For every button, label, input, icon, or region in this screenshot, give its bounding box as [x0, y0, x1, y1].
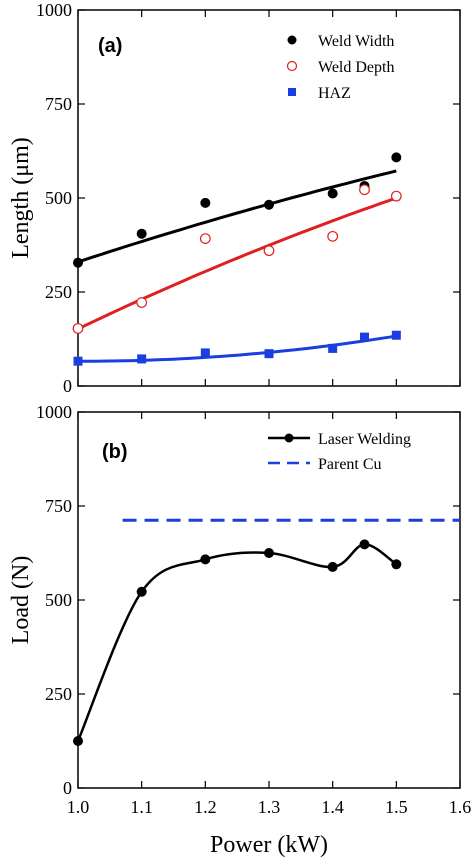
line-laser-welding [76, 543, 398, 742]
point-haz [328, 343, 338, 353]
point-weld-width [264, 199, 274, 210]
point-haz [264, 349, 274, 359]
x-axis-label: Power (kW) [210, 832, 328, 858]
legend-a: Weld Width Weld Depth HAZ [286, 33, 394, 102]
legend-label-weld-width: Weld Width [318, 33, 394, 50]
point-weld-width [200, 197, 211, 208]
plot-frame-a [77, 9, 461, 387]
point-weld-width [327, 188, 338, 199]
point-laser-welding [73, 736, 83, 746]
point-weld-depth [390, 190, 402, 202]
point-haz [360, 332, 369, 342]
point-laser-welding [200, 554, 211, 565]
point-weld-depth [359, 184, 370, 196]
point-weld-width [391, 152, 402, 163]
x-tick-label: 1.0 [67, 797, 90, 817]
legend-marker-haz [288, 88, 296, 96]
panel-label-a: (a) [98, 35, 122, 57]
y-tick-label-b: 1000 [36, 402, 72, 422]
point-haz [200, 348, 210, 358]
point-weld-width [136, 228, 147, 239]
y-axis-label-a: Length (μm) [8, 137, 34, 259]
x-tick-label: 1.1 [130, 797, 153, 817]
y-tick-label-a: 250 [45, 282, 72, 302]
point-laser-welding [391, 559, 402, 570]
point-weld-width [73, 257, 83, 268]
point-haz [391, 330, 401, 340]
legend-marker-laser-welding [284, 433, 294, 443]
legend-marker-weld-depth [286, 60, 298, 72]
point-weld-depth [136, 297, 148, 308]
point-weld-depth [263, 245, 275, 257]
legend-label-laser-welding: Laser Welding [318, 431, 411, 448]
x-tick-label: 1.2 [194, 797, 217, 817]
point-laser-welding [327, 561, 338, 572]
y-axis-label-b: Load (N) [8, 556, 34, 645]
x-tick-label: 1.3 [258, 797, 281, 817]
y-tick-label-b: 500 [45, 590, 72, 610]
y-tick-label-a: 0 [63, 376, 72, 396]
point-haz [137, 354, 147, 364]
point-haz [73, 356, 83, 366]
point-weld-depth [72, 323, 84, 334]
y-tick-label-b: 750 [45, 496, 72, 516]
y-tick-label-b: 250 [45, 684, 72, 704]
x-tick-label: 1.5 [385, 797, 408, 817]
point-weld-depth [199, 233, 211, 245]
y-tick-label-a: 500 [45, 188, 72, 208]
fit-line-haz [78, 334, 397, 363]
point-laser-welding [264, 548, 274, 558]
y-tick-label-a: 1000 [36, 0, 72, 20]
fit-line-weld-width [77, 169, 397, 264]
legend-label-haz: HAZ [318, 85, 351, 102]
x-tick-label: 1.4 [321, 797, 344, 817]
legend-label-weld-depth: Weld Depth [318, 59, 394, 76]
y-tick-label-b: 0 [63, 778, 72, 798]
panel-label-b: (b) [102, 441, 128, 463]
point-laser-welding [359, 539, 370, 550]
legend-label-parent-cu: Parent Cu [318, 456, 382, 473]
x-tick-label: 1.6 [449, 797, 472, 817]
point-laser-welding [136, 586, 147, 597]
y-tick-label-a: 750 [45, 94, 72, 114]
legend-marker-weld-width [287, 35, 297, 45]
legend-b: Laser Welding Parent Cu [268, 431, 411, 473]
point-weld-depth [327, 230, 339, 242]
panel-a: 0 250 500 750 1000 (a) Length (μm) Weld Widt… [8, 0, 461, 396]
fit-line-weld-depth [77, 196, 397, 331]
